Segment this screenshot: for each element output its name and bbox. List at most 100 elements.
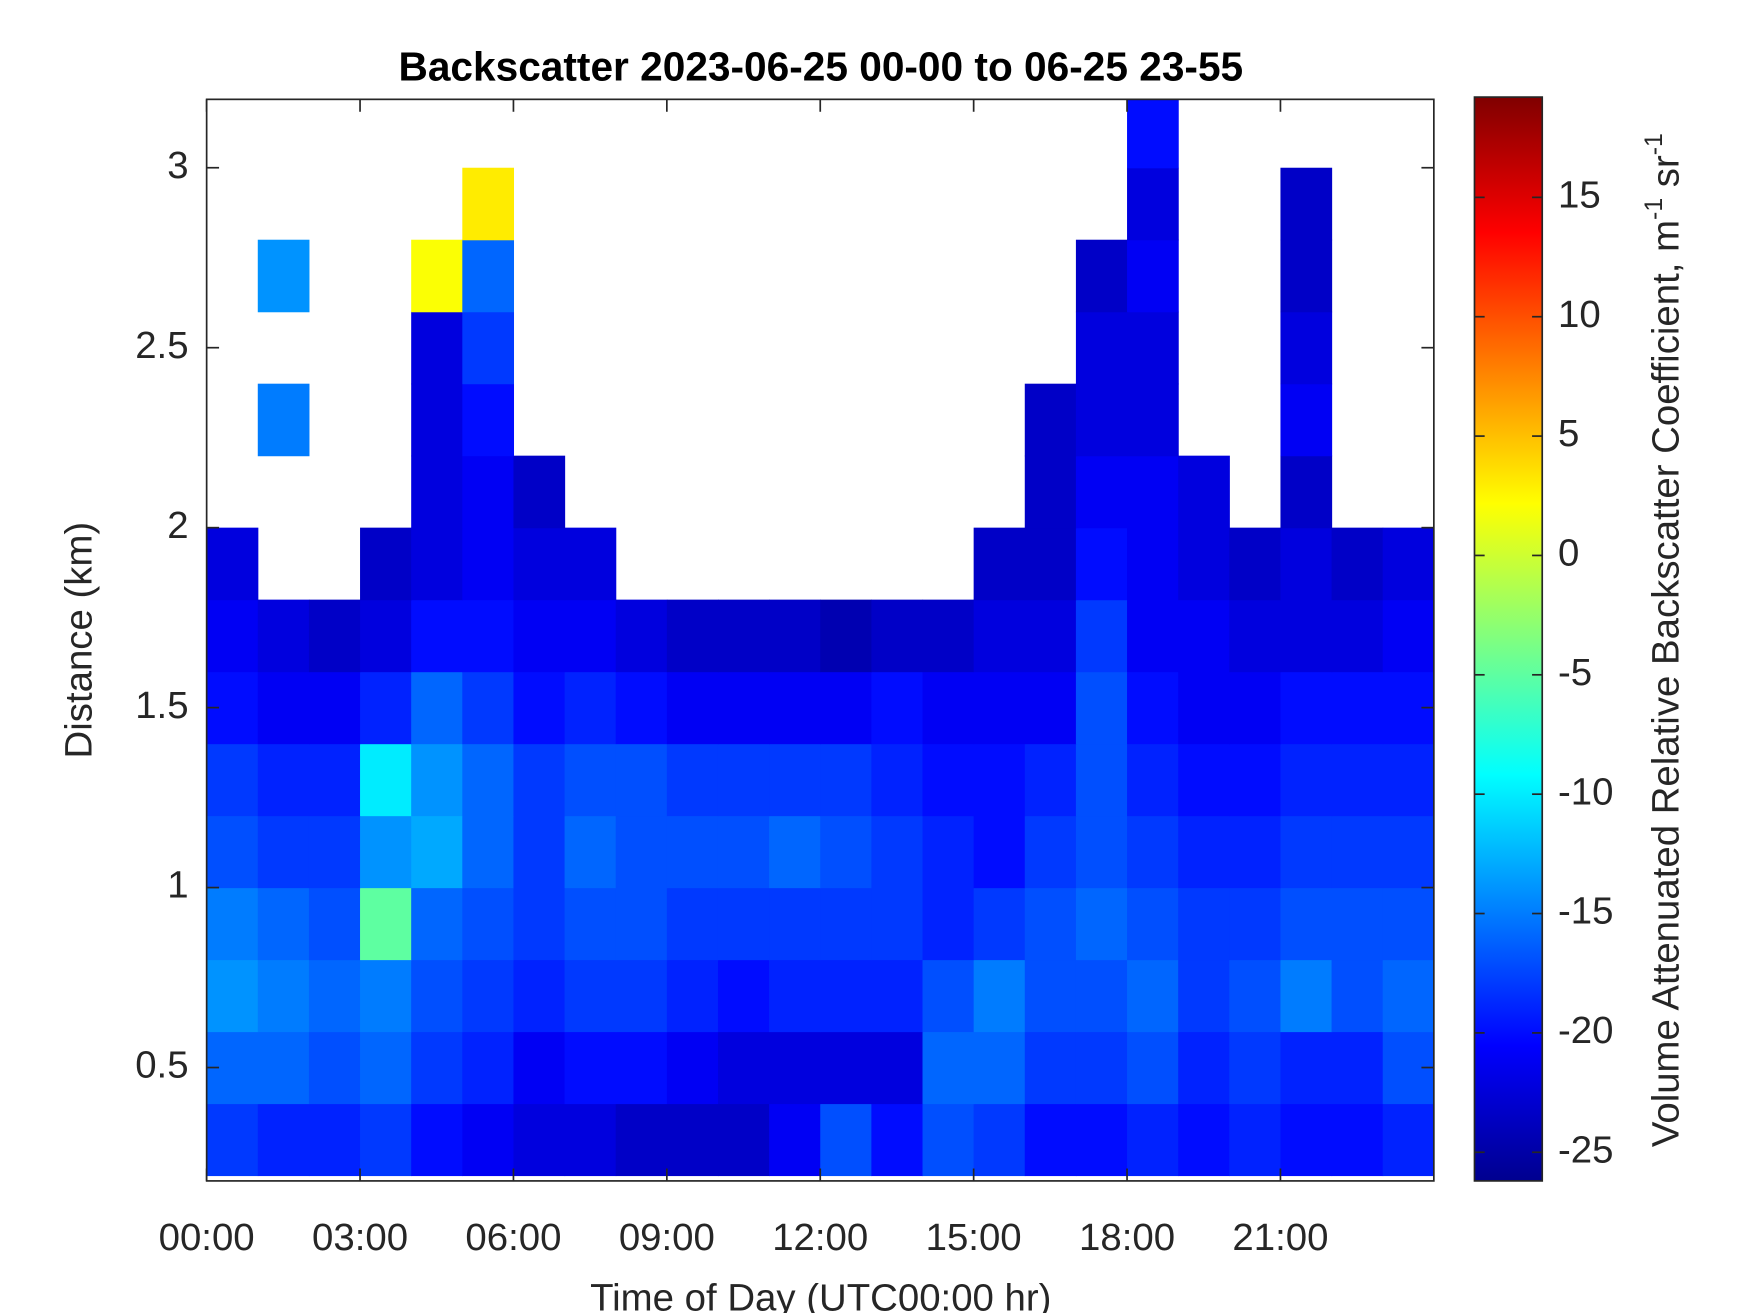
heatmap-cell [1280,239,1333,313]
heatmap-cell [411,959,463,1033]
heatmap-cell [1280,815,1333,889]
heatmap-cell [615,959,668,1033]
heatmap-cell [1331,815,1384,889]
heatmap-cell [513,671,566,745]
heatmap-cell [1024,455,1077,529]
heatmap-cell [1280,743,1333,817]
heatmap-cell [769,1031,821,1105]
heatmap-cell [1075,527,1128,601]
heatmap [206,99,1434,1177]
heatmap-cell [1280,455,1333,529]
x-tick-label: 06:00 [465,1216,561,1259]
heatmap-cell [1178,1031,1230,1105]
heatmap-cell [564,743,617,817]
heatmap-cell [973,887,1026,961]
heatmap-cell [1075,1103,1128,1177]
heatmap-cell [462,671,515,745]
heatmap-cell [1127,167,1179,241]
heatmap-cell [206,959,259,1033]
heatmap-cell [513,887,566,961]
heatmap-cell [513,1031,566,1105]
heatmap-cell [1229,815,1282,889]
heatmap-cell [257,239,310,313]
colorbar-label-sup: -1 [1641,198,1668,220]
heatmap-cell [769,887,821,961]
heatmap-cell [411,383,463,457]
heatmap-cell [1331,887,1384,961]
heatmap-cell [1075,671,1128,745]
heatmap-cell [360,959,412,1033]
heatmap-cell [462,743,515,817]
heatmap-cell [513,743,566,817]
heatmap-cell [769,599,821,673]
heatmap-cell [1331,743,1384,817]
heatmap-cell [717,887,770,961]
heatmap-cell [717,959,770,1033]
heatmap-cell [308,815,361,889]
heatmap-cell [462,815,515,889]
heatmap-cell [871,599,924,673]
heatmap-cell [564,887,617,961]
x-tick-label: 00:00 [159,1216,255,1259]
heatmap-cell [1229,887,1282,961]
heatmap-cell [1127,527,1179,601]
heatmap-cell [820,887,872,961]
heatmap-cell [462,1103,515,1177]
heatmap-cell [973,671,1026,745]
heatmap-cell [1127,599,1179,673]
colorbar-label-sup: -1 [1641,133,1668,155]
heatmap-cell [1024,1031,1077,1105]
heatmap-cell [1229,959,1282,1033]
heatmap-cell [1075,311,1128,385]
heatmap-cell [513,455,566,529]
heatmap-cell [871,815,924,889]
heatmap-cell [666,743,719,817]
colorbar-label-text: sr [1645,155,1688,198]
heatmap-cell [564,815,617,889]
heatmap-cell [820,671,872,745]
heatmap-cell [206,599,259,673]
colorbar-tick-label: -25 [1558,1128,1613,1171]
heatmap-cell [973,959,1026,1033]
heatmap-cell [1382,887,1434,961]
heatmap-cell [1127,311,1179,385]
heatmap-cell [922,743,975,817]
heatmap-cell [615,743,668,817]
heatmap-cell [411,455,463,529]
heatmap-cell [411,311,463,385]
heatmap-cell [462,1031,515,1105]
y-axis-label: Distance (km) [57,522,100,759]
heatmap-cell [1229,527,1282,601]
heatmap-cell [1127,455,1179,529]
heatmap-cell [922,887,975,961]
heatmap-cell [666,599,719,673]
heatmap-cell [1280,1103,1333,1177]
heatmap-cell [820,815,872,889]
heatmap-cell [1382,1103,1434,1177]
heatmap-cell [615,887,668,961]
heatmap-cell [1127,671,1179,745]
heatmap-cell [1127,383,1179,457]
heatmap-cell [922,671,975,745]
y-tick-label: 1.5 [135,684,188,727]
heatmap-cell [411,743,463,817]
heatmap-cell [308,959,361,1033]
heatmap-cell [1178,671,1230,745]
heatmap-cell [206,743,259,817]
heatmap-cell [973,743,1026,817]
heatmap-cell [308,599,361,673]
heatmap-cell [1178,815,1230,889]
heatmap-cell [1280,599,1333,673]
heatmap-cell [360,599,412,673]
x-tick-label: 21:00 [1232,1216,1328,1259]
heatmap-cell [1280,671,1333,745]
heatmap-cell [1331,1103,1384,1177]
y-tick-label: 3 [167,144,188,187]
heatmap-cell [462,383,515,457]
heatmap-cell [360,743,412,817]
heatmap-cell [308,743,361,817]
heatmap-cell [1075,455,1128,529]
y-tick-label: 0.5 [135,1044,188,1087]
heatmap-cell [1075,383,1128,457]
heatmap-cell [1127,239,1179,313]
